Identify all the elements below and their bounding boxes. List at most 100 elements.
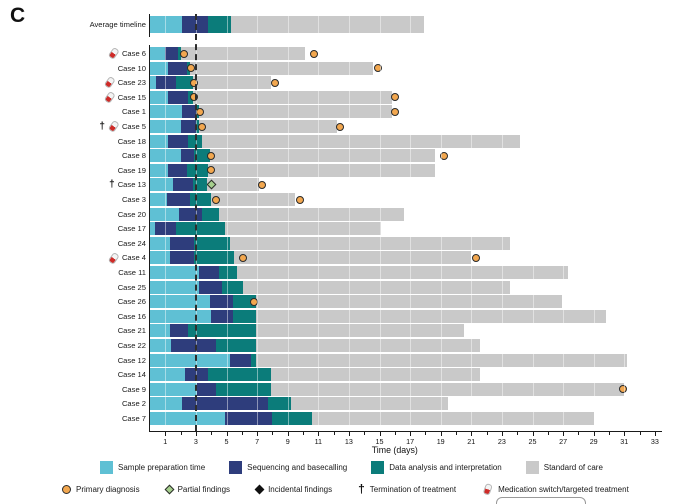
- case-label: Case 13: [117, 180, 146, 190]
- row-label: Case 23: [0, 76, 146, 90]
- bar-sample-preparation: [150, 178, 173, 192]
- x-axis-minor-tick: [303, 432, 304, 435]
- bar-data-analysis: [189, 193, 212, 206]
- row-label: Case 12: [0, 355, 146, 365]
- bar-sequencing-basecalling: [168, 61, 187, 75]
- primary-diagnosis-marker: [239, 253, 248, 262]
- x-axis-minor-tick: [333, 432, 335, 435]
- partial-findings-icon: [164, 484, 175, 494]
- row-label: Case 6: [0, 47, 146, 60]
- primary-diagnosis-marker: [471, 253, 480, 262]
- sample-preparation-swatch: [100, 461, 113, 474]
- bar-standard-of-care: [237, 266, 568, 279]
- x-axis-major-tick: [318, 432, 320, 436]
- case-label: Case 25: [117, 282, 146, 292]
- bar-sample-preparation: [150, 295, 210, 309]
- primary-diagnosis-marker: [190, 78, 199, 87]
- case-label: Case 18: [117, 136, 146, 146]
- x-axis-major-tick: [165, 432, 167, 436]
- case-label: Case 15: [117, 92, 146, 102]
- bar-sample-preparation: [150, 105, 183, 119]
- x-axis-minor-tick: [364, 432, 366, 435]
- case-label: Case 10: [117, 63, 146, 73]
- primary-diagnosis-marker: [335, 122, 344, 131]
- row-label: Case 19: [0, 165, 146, 175]
- case-label: Case 11: [118, 268, 146, 277]
- bar-sample-preparation: [150, 382, 198, 396]
- x-axis-minor-tick: [272, 432, 274, 435]
- bar-data-analysis: [221, 280, 244, 294]
- bar-sequencing-basecalling: [169, 236, 195, 250]
- bar-sequencing-basecalling: [154, 222, 176, 236]
- primary-diagnosis-marker: [439, 151, 448, 160]
- bar-sample-preparation: [150, 207, 180, 221]
- bar-data-analysis: [194, 251, 235, 265]
- bar-sample-preparation: [150, 412, 225, 425]
- bar-sequencing-basecalling: [224, 412, 273, 425]
- case-label: Case 7: [121, 414, 146, 423]
- case-label: Case 6: [121, 49, 146, 58]
- bar-standard-of-care: [209, 149, 435, 163]
- medication-pill-icon: [103, 90, 116, 104]
- legend-segments: Sample preparation time Sequencing and ba…: [100, 461, 603, 474]
- row-label: Case 2: [0, 399, 146, 409]
- row-label: Case 16: [0, 311, 146, 321]
- legend-item-sample-preparation: Sample preparation time: [100, 461, 205, 474]
- bar-standard-of-care: [189, 61, 374, 75]
- x-axis-tick-label: 19: [436, 436, 445, 446]
- bar-sequencing-basecalling: [169, 251, 195, 265]
- x-axis-minor-tick: [425, 432, 427, 435]
- incidental-findings-icon: [254, 484, 265, 494]
- x-axis-minor-tick: [609, 432, 610, 435]
- legend-item-primary-diagnosis: Primary diagnosis: [62, 484, 140, 494]
- bar-data-analysis: [218, 266, 238, 279]
- bar-sample-preparation: [150, 339, 172, 352]
- bar-standard-of-care: [255, 309, 606, 323]
- gridline: [563, 15, 565, 431]
- legend-markers: Primary diagnosis Partial findings Inciden…: [62, 482, 629, 496]
- bar-sequencing-basecalling: [209, 295, 233, 309]
- bar-sequencing-basecalling: [182, 105, 196, 119]
- legend-item-termination-of-treatment: † Termination of treatment: [358, 483, 456, 495]
- bar-sequencing-basecalling: [179, 207, 202, 221]
- medication-pill-icon: [107, 251, 120, 265]
- bar-standard-of-care: [198, 120, 337, 133]
- case-label: Case 22: [117, 341, 146, 350]
- x-axis-minor-tick: [180, 432, 182, 435]
- bar-data-analysis: [215, 339, 256, 352]
- bar-standard-of-care: [206, 178, 259, 192]
- x-axis-tick-label: 25: [528, 436, 537, 446]
- x-axis-minor-tick: [486, 432, 488, 435]
- x-axis-major-tick: [501, 432, 503, 436]
- bar-standard-of-care: [198, 105, 392, 119]
- row-label: Case 9: [0, 384, 146, 394]
- x-axis-tick-label: 29: [589, 436, 598, 446]
- row-label: † Case 5: [0, 120, 146, 133]
- bar-sample-preparation: [150, 309, 212, 323]
- legend-item-medication-switch: Medication switch/targeted treatment: [482, 482, 629, 496]
- x-axis-tick-label: 13: [344, 436, 353, 446]
- bar-standard-of-care: [231, 16, 424, 33]
- bar-sample-preparation: [150, 76, 157, 90]
- bar-sequencing-basecalling: [198, 266, 219, 279]
- bar-sequencing-basecalling: [180, 120, 196, 133]
- legend-label: Standard of care: [543, 463, 603, 472]
- x-axis-major-tick: [257, 432, 259, 436]
- primary-diagnosis-marker: [207, 151, 216, 160]
- case-label: Case 21: [117, 326, 146, 336]
- x-axis-major-tick: [195, 432, 197, 436]
- row-label: Case 3: [0, 195, 146, 205]
- x-axis-minor-tick: [517, 432, 519, 435]
- bar-standard-of-care: [255, 339, 481, 352]
- x-axis-tick-label: 3: [193, 436, 198, 446]
- primary-diagnosis-marker: [190, 93, 199, 102]
- bar-sequencing-basecalling: [169, 324, 189, 338]
- medication-pill-icon: [103, 76, 116, 90]
- bar-data-analysis: [195, 120, 199, 133]
- x-axis-major-tick: [226, 432, 228, 436]
- bar-standard-of-care: [224, 222, 382, 236]
- case-label: Case 8: [121, 151, 146, 161]
- row-label: Case 17: [0, 224, 146, 234]
- bar-sample-preparation: [150, 90, 169, 104]
